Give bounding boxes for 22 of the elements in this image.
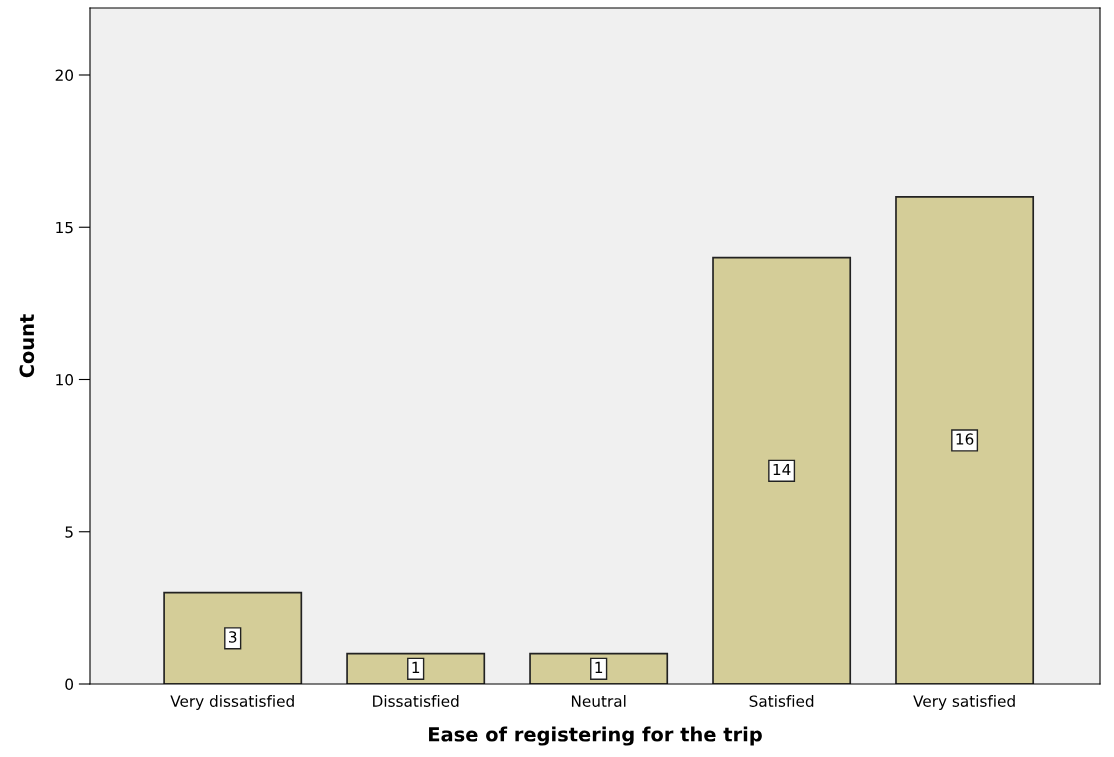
x-tick-label: Very dissatisfied (170, 695, 294, 710)
y-tick-label: 15 (56, 221, 73, 234)
x-tick-label: Satisfied (749, 695, 814, 707)
bar (529, 652, 669, 684)
bar (163, 591, 303, 684)
data-label: 1 (595, 661, 603, 673)
x-axis-title: Ease of registering for the trip (429, 726, 762, 746)
data-label: 14 (773, 463, 791, 476)
bar (346, 652, 486, 684)
data-label: 16 (956, 433, 974, 445)
y-tick-label: 5 (65, 526, 73, 538)
x-tick-label: Neutral (571, 695, 626, 707)
y-axis-title: Count (19, 314, 35, 378)
x-tick-label: Dissatisfied (373, 695, 459, 707)
y-tick-label: 20 (55, 69, 74, 82)
y-tick-label: 10 (56, 373, 74, 386)
data-label: 3 (229, 631, 237, 643)
bar (712, 256, 852, 684)
y-tick-label: 0 (65, 678, 74, 691)
bar (895, 195, 1035, 684)
x-tick-label: Very satisfied (913, 695, 1015, 710)
data-label: 1 (412, 661, 420, 673)
